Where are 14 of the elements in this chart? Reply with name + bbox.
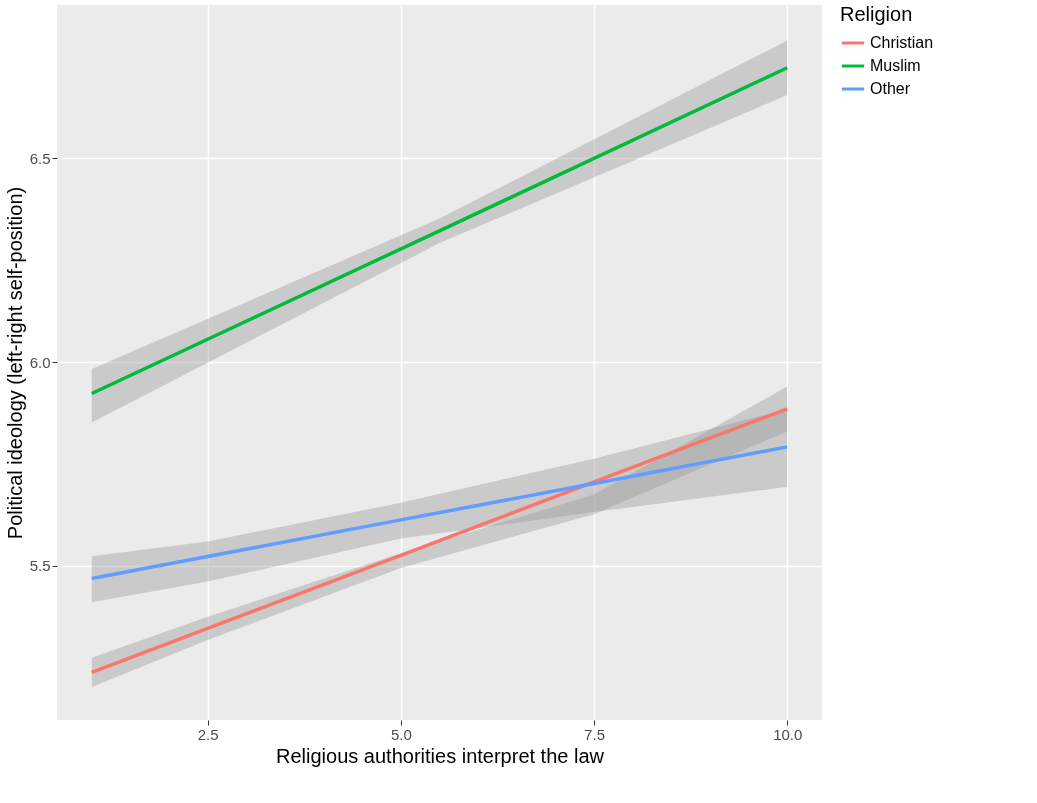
legend-label: Muslim [870, 57, 921, 74]
y-tick-label: 6.5 [29, 149, 51, 167]
y-tick-label: 5.5 [29, 557, 51, 575]
x-tick-label: 7.5 [584, 725, 605, 743]
x-tick-label: 10.0 [773, 725, 803, 743]
y-tick-label: 6.0 [29, 353, 51, 371]
line-series [90, 445, 789, 581]
x-axis-title: Religious authorities interpret the law [276, 744, 605, 767]
x-tick-label: 2.5 [197, 725, 219, 743]
y-axis-title: Political ideology (left-right self-position) [3, 186, 26, 540]
legend-label: Christian [870, 34, 934, 51]
legend-title: Religion [840, 3, 913, 25]
legend-label: Other [870, 80, 911, 97]
x-tick-label: 5.0 [390, 725, 412, 743]
